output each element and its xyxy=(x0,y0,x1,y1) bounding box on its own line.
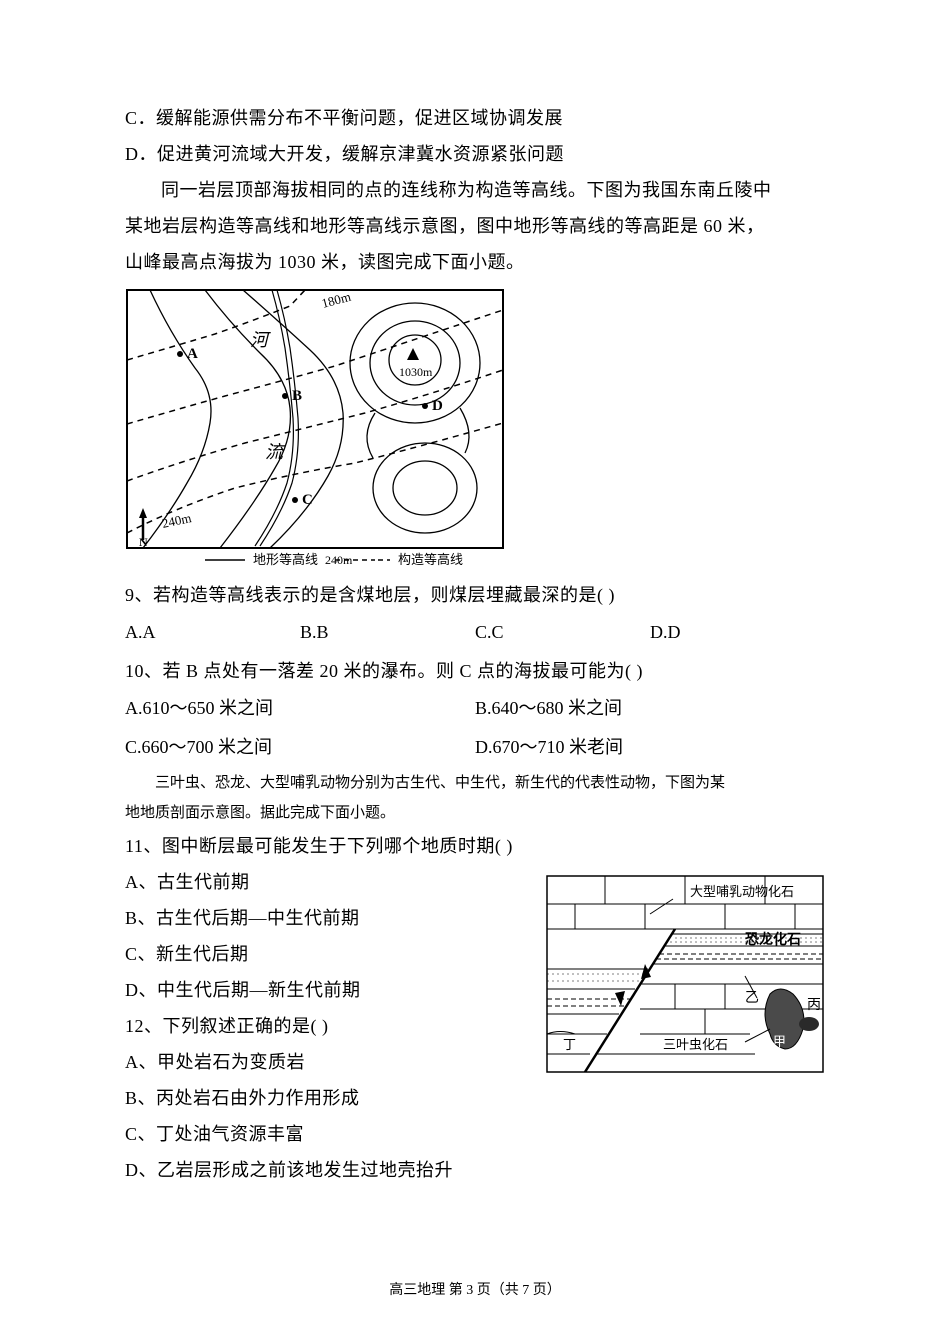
q9-opt-c: C.C xyxy=(475,613,650,653)
passage2-line2: 地地质剖面示意图。据此完成下面小题。 xyxy=(125,798,825,828)
legend-dash: 构造等高线 xyxy=(398,552,463,567)
north-label: N xyxy=(139,535,148,549)
question-9: 9、若构造等高线表示的是含煤地层，则煤层埋藏最深的是( ) xyxy=(125,577,825,613)
q12-opt-c: C、丁处油气资源丰富 xyxy=(125,1116,825,1152)
fig2-bing: 丙 xyxy=(807,998,821,1013)
question-10: 10、若 B 点处有一落差 20 米的瀑布。则 C 点的海拔最可能为( ) xyxy=(125,653,825,689)
option-d-prev: D．促进黄河流域大开发，缓解京津冀水资源紧张问题 xyxy=(125,136,825,172)
contour-180-label: 180m xyxy=(320,289,352,311)
fig2-trilobite: 三叶虫化石 xyxy=(663,1037,728,1052)
legend-240: 240m xyxy=(325,553,353,567)
point-b: B xyxy=(292,388,302,404)
option-c-prev: C．缓解能源供需分布不平衡问题，促进区域协调发展 xyxy=(125,100,825,136)
question-10-options-row2: C.660～700 米之间 D.670～710 米老间 xyxy=(125,728,825,768)
passage1-line3: 山峰最高点海拔为 1030 米，读图完成下面小题。 xyxy=(125,244,825,280)
question-10-options-row1: A.610～650 米之间 B.640～680 米之间 xyxy=(125,689,825,729)
fig2-mammal: 大型哺乳动物化石 xyxy=(690,884,794,899)
passage1-line2: 某地岩层构造等高线和地形等高线示意图，图中地形等高线的等高距是 60 米， xyxy=(125,208,825,244)
figure-contour-map: 1030m 180m 240m 河 流 A B C D N 地形等高线 240m… xyxy=(125,288,825,573)
question-11: 11、图中断层最可能发生于下列哪个地质时期( ) xyxy=(125,828,825,864)
q11-opt-c: C、新生代后期 xyxy=(125,936,525,972)
point-d: D xyxy=(432,398,443,414)
fig2-jia: 甲 xyxy=(773,1034,786,1049)
fig2-dino: 恐龙化石 xyxy=(745,931,801,948)
q10-opt-d: D.670～710 米老间 xyxy=(475,728,825,768)
q10-opt-b: B.640～680 米之间 xyxy=(475,689,825,729)
q12-opt-a: A、甲处岩石为变质岩 xyxy=(125,1044,525,1080)
point-c: C xyxy=(302,492,313,508)
q11-opt-a: A、古生代前期 xyxy=(125,864,525,900)
passage1-line1: 同一岩层顶部海拔相同的点的连线称为构造等高线。下图为我国东南丘陵中 xyxy=(125,172,825,208)
q9-opt-d: D.D xyxy=(650,613,825,653)
q11-opt-b: B、古生代后期—中生代前期 xyxy=(125,900,525,936)
q12-opt-d: D、乙岩层形成之前该地发生过地壳抬升 xyxy=(125,1152,825,1188)
q10-opt-a: A.610～650 米之间 xyxy=(125,689,475,729)
q12-opt-b: B、丙处岩石由外力作用形成 xyxy=(125,1080,825,1116)
legend-solid: 地形等高线 xyxy=(253,552,318,567)
page-footer: 高三地理 第 3 页（共 7 页） xyxy=(0,1279,950,1299)
fig2-ding: 丁 xyxy=(563,1037,576,1052)
river-upper: 河 xyxy=(250,330,271,350)
point-a: A xyxy=(187,346,198,362)
figure-geological-section: 丁 大型哺乳动物化石 恐龙化石 三叶虫化石 乙 丙 甲 xyxy=(545,874,825,1080)
q9-opt-a: A.A xyxy=(125,613,300,653)
question-12: 12、下列叙述正确的是( ) xyxy=(125,1008,525,1044)
q11-opt-d: D、中生代后期—新生代前期 xyxy=(125,972,525,1008)
passage2-line1: 三叶虫、恐龙、大型哺乳动物分别为古生代、中生代，新生代的代表性动物，下图为某 xyxy=(125,768,825,798)
question-9-options: A.A B.B C.C D.D xyxy=(125,613,825,653)
contour-240-label: 240m xyxy=(161,510,193,531)
river-lower: 流 xyxy=(265,442,286,462)
peak-label: 1030m xyxy=(399,365,433,379)
q9-opt-b: B.B xyxy=(300,613,475,653)
q10-opt-c: C.660～700 米之间 xyxy=(125,728,475,768)
